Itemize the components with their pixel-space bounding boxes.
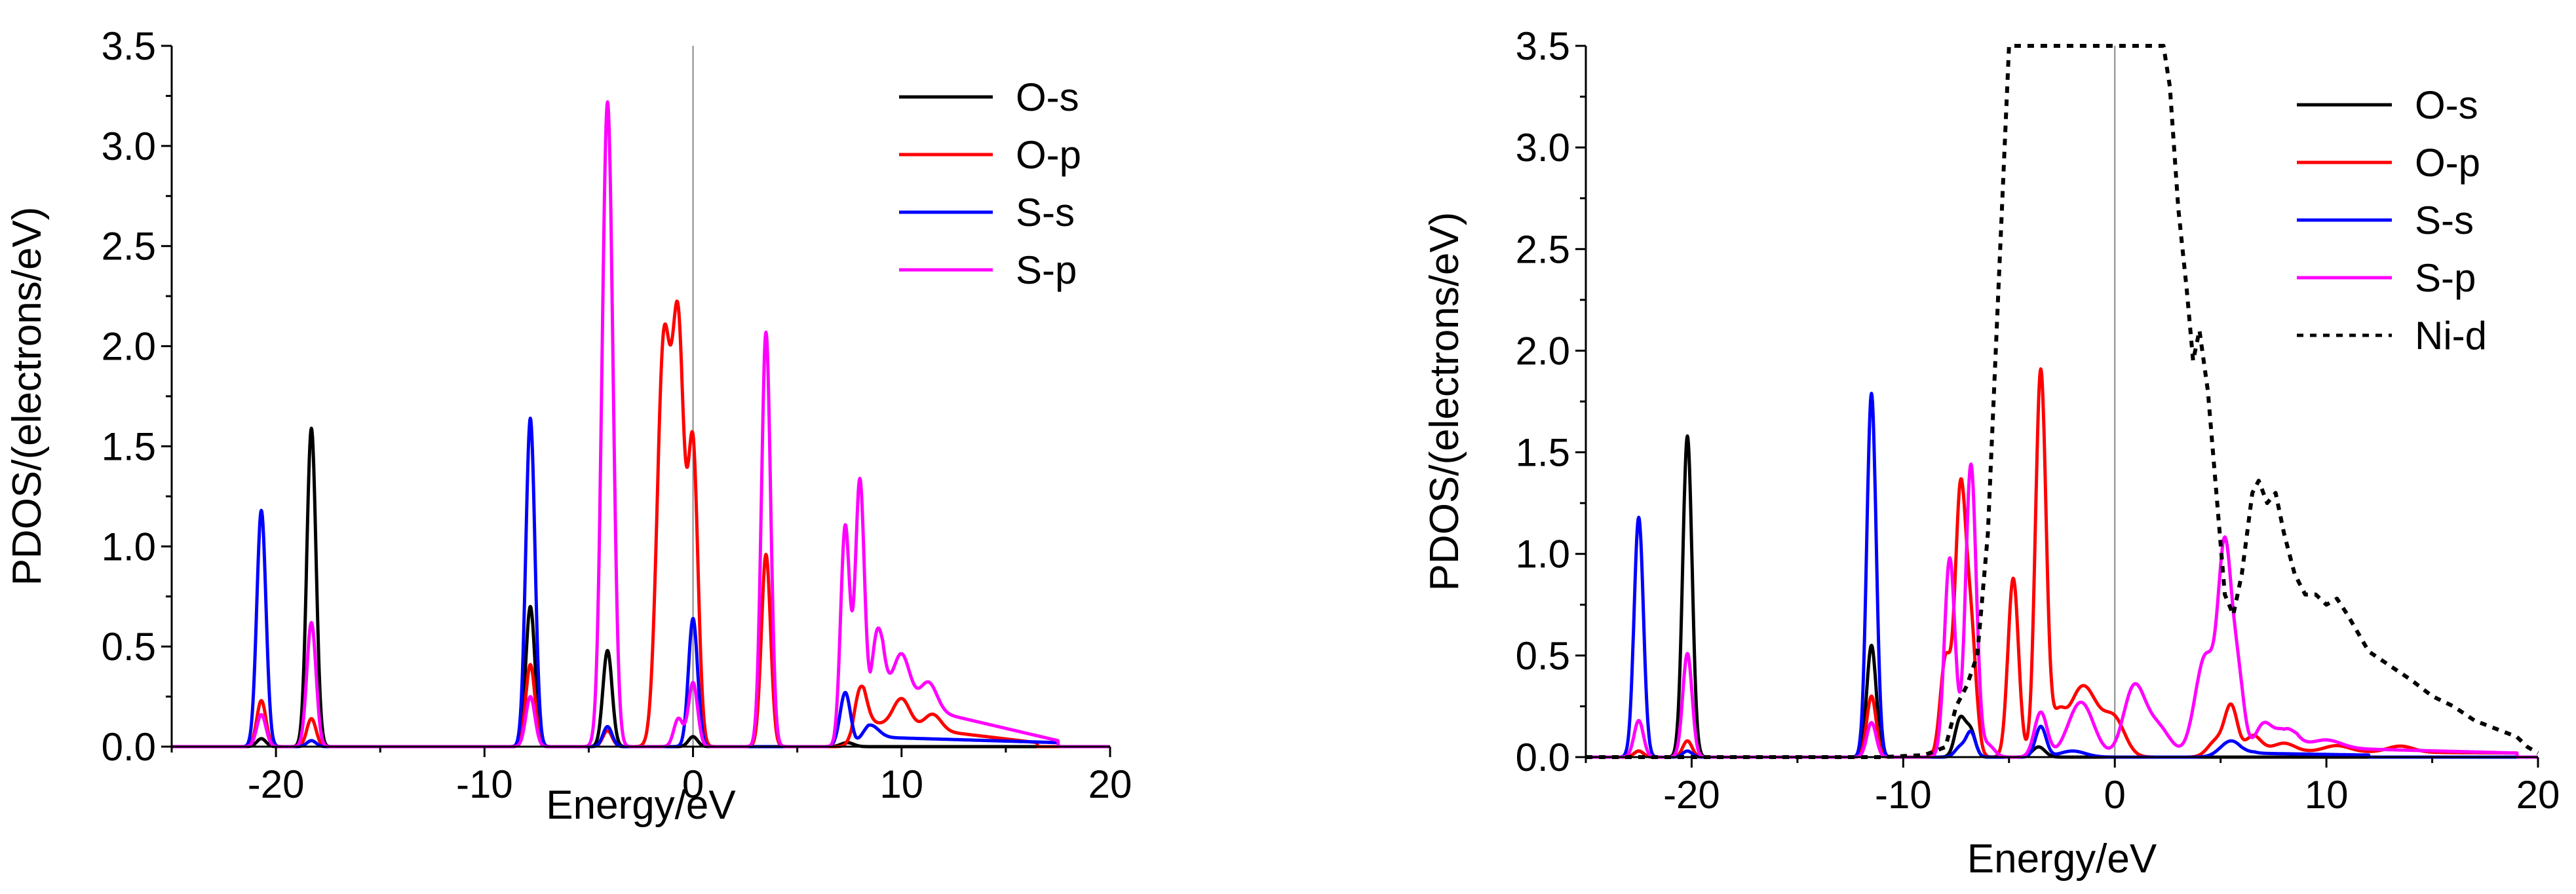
right-x-tick-label: 20: [2516, 773, 2560, 817]
legend-label-o-p: O-p: [2415, 141, 2480, 185]
left-legend: O-s O-p S-s S-p: [899, 75, 1081, 292]
right-x-tick-label: 10: [2305, 773, 2349, 817]
left-y-tick-label: 0.5: [102, 625, 156, 669]
series-line-s-p: [170, 100, 1111, 749]
right-y-tick-label: 2.5: [1516, 227, 1570, 271]
legend-label-s-p: S-p: [2415, 256, 2476, 300]
right-legend: O-s O-p S-s S-p Ni-d: [2297, 83, 2487, 358]
left-x-axis-title: Energy/eV: [546, 783, 736, 828]
left-axis-ticks: [161, 45, 1111, 757]
right-y-tick-label: 3.5: [1516, 24, 1570, 68]
left-y-tick-label: 1.0: [102, 525, 156, 568]
left-x-tick-label: 20: [1088, 762, 1132, 806]
series-line-o-s: [170, 426, 1111, 749]
right-y-tick-label: 0.5: [1516, 634, 1570, 678]
series-line-o-p: [170, 299, 1111, 749]
right-y-tick-label: 3.0: [1516, 126, 1570, 170]
legend-label-ni-d: Ni-d: [2415, 314, 2487, 358]
right-pdos-panel: 0.0 0.5 1.0 1.5 2.0 2.5 3.0 3.5 -20 -10 …: [1422, 24, 2560, 882]
legend-label-o-s: O-s: [2415, 83, 2478, 127]
right-axis-ticks: [1575, 45, 2539, 768]
legend-label-o-p: O-p: [1016, 133, 1081, 177]
left-x-tick-label: -10: [456, 762, 513, 806]
left-x-tick-label: -20: [248, 762, 305, 806]
right-x-tick-label: -20: [1663, 773, 1720, 817]
series-line-ni-d: [1586, 44, 2539, 759]
right-x-axis-title: Energy/eV: [1967, 836, 2157, 882]
right-y-tick-label: 1.0: [1516, 532, 1570, 576]
left-pdos-panel: 0.0 0.5 1.0 1.5 2.0 2.5 3.0 3.5 -20 -10 …: [5, 24, 1132, 828]
legend-label-o-s: O-s: [1016, 75, 1079, 119]
right-y-tick-label: 1.5: [1516, 431, 1570, 475]
series-line-o-s: [1585, 434, 2539, 759]
legend-label-s-s: S-s: [1016, 191, 1075, 234]
left-plot-area: [170, 46, 1111, 749]
right-y-tick-label: 0.0: [1516, 736, 1570, 779]
legend-label-s-s: S-s: [2415, 198, 2474, 242]
legend-label-s-p: S-p: [1016, 248, 1077, 292]
left-y-tick-label: 2.0: [102, 325, 156, 369]
left-y-tick-label: 3.0: [102, 124, 156, 168]
right-x-tick-label: -10: [1875, 773, 1932, 817]
right-y-tick-label: 2.0: [1516, 329, 1570, 373]
left-y-tick-label: 0.0: [102, 725, 156, 769]
series-line-s-p: [1585, 462, 2539, 759]
left-x-tick-label: 10: [879, 762, 923, 806]
series-line-s-s: [1585, 392, 2539, 759]
series-line-o-p: [1585, 367, 2539, 759]
left-y-axis-title: PDOS/(electrons/eV): [5, 207, 50, 586]
left-y-tick-label: 1.5: [102, 424, 156, 468]
left-x-tick-label: 0: [682, 762, 704, 806]
left-y-tick-label: 3.5: [102, 24, 156, 68]
right-x-tick-label: 0: [2104, 773, 2126, 817]
right-plot-area: [1585, 44, 2539, 759]
left-y-tick-label: 2.5: [102, 225, 156, 269]
right-y-axis-title: PDOS/(electrons/eV): [1422, 212, 1467, 591]
